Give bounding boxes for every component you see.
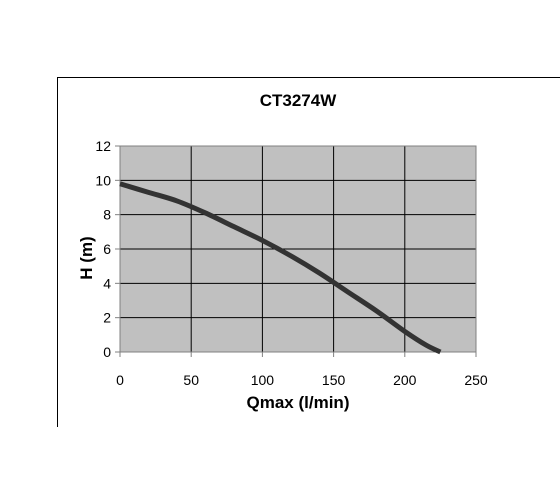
y-axis-title: H (m) [77, 236, 96, 279]
y-tick-label: 10 [95, 172, 111, 188]
y-tick-label: 2 [103, 310, 111, 326]
y-tick-label: 6 [103, 241, 111, 257]
x-tick-label: 50 [183, 372, 199, 388]
series-group [119, 181, 442, 355]
x-axis-title: Qmax (l/min) [247, 393, 350, 412]
x-tick-label: 0 [116, 372, 124, 388]
y-tick-label: 0 [103, 344, 111, 360]
chart-title: CT3274W [260, 91, 337, 110]
y-tick-label: 8 [103, 207, 111, 223]
x-tick-label: 250 [464, 372, 488, 388]
x-tick-label: 150 [322, 372, 346, 388]
x-tick-label: 100 [251, 372, 275, 388]
y-tick-label: 4 [103, 275, 111, 291]
x-tick-label: 200 [393, 372, 417, 388]
series-line [119, 181, 442, 355]
y-axis-ticks: 0 2 4 6 8 10 12 [95, 138, 120, 360]
y-tick-label: 12 [95, 138, 111, 154]
x-axis-ticks: 0 50 100 150 200 250 [116, 352, 488, 388]
